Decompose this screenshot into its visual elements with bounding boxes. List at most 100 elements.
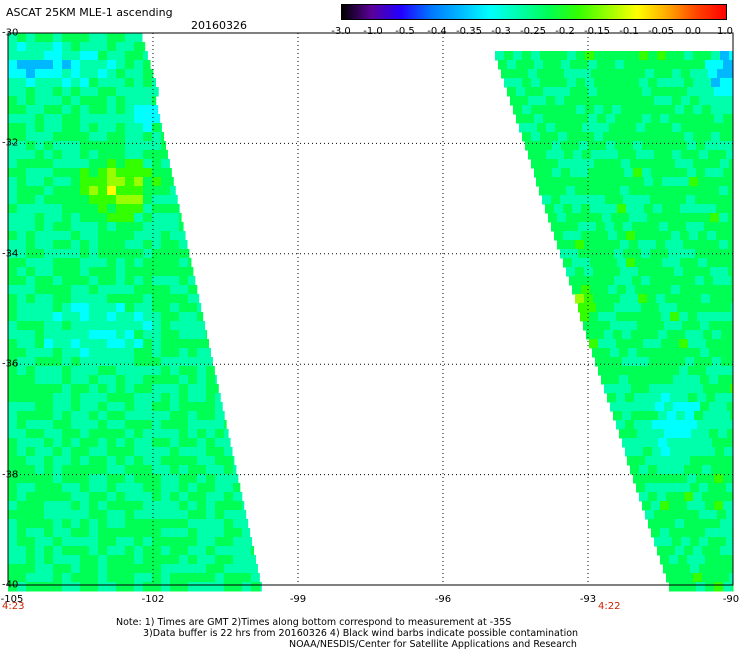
swath-cell [80,195,90,205]
swath-cell [640,438,650,448]
swath-cell [89,276,99,286]
swath-cell [546,150,556,160]
swath-cell [161,420,171,430]
swath-cell [62,483,72,493]
swath-cell [107,366,117,376]
swath-cell [564,96,574,106]
swath-cell [722,303,732,313]
swath-cell [152,393,162,403]
swath-cell [696,60,706,70]
swath-cell [684,132,694,142]
swath-cell [134,366,144,376]
swath-cell [613,384,623,394]
colorbar-tick-label: -0.5 [395,26,415,37]
swath-cell [107,429,117,439]
swath-cell [44,222,54,232]
swath-cell [699,456,709,466]
swath-cell [188,546,198,556]
swath-cell [179,411,189,421]
swath-cell [170,267,180,277]
swath-cell [125,42,135,52]
swath-cell [705,582,715,592]
swath-cell [613,411,623,421]
swath-cell [649,438,659,448]
swath-cell [17,348,27,358]
swath-cell [152,213,162,223]
swath-cell [152,96,157,106]
swath-cell [605,303,615,313]
swath-cell [170,474,180,484]
swath-cell [188,357,198,367]
swath-cell [26,303,36,313]
swath-cell [179,222,184,232]
swath-cell [549,51,559,61]
swath-cell [35,312,45,322]
swath-cell [26,51,36,61]
swath-cell [702,492,712,502]
swath-cell [134,33,143,43]
swath-cell [705,528,715,538]
swath-cell [657,105,667,115]
swath-cell [206,573,216,583]
swath-cell [8,582,18,592]
swath-cell [585,159,595,169]
swath-cell [143,195,153,205]
swath-cell [161,267,171,277]
swath-cell [170,321,180,331]
swath-cell [107,546,117,556]
swath-cell [71,555,81,565]
swath-cell [170,348,180,358]
swath-cell [35,213,45,223]
swath-cell [179,312,189,322]
swath-cell [581,231,591,241]
swath-cell [688,339,698,349]
swath-cell [224,483,234,493]
swath-cell [729,573,734,583]
swath-cell [610,348,620,358]
swath-cell [143,105,153,115]
swath-cell [116,537,126,547]
swath-cell [134,537,144,547]
swath-cell [652,447,662,457]
swath-cell [704,276,714,286]
swath-cell [44,69,54,79]
swath-cell [549,78,559,88]
swath-cell [605,195,615,205]
latitude-label: -38 [2,469,19,481]
swath-cell [125,411,135,421]
swath-cell [657,465,667,475]
swath-cell [17,537,27,547]
swath-cell [648,492,658,502]
swath-cell [642,60,652,70]
swath-cell [660,528,670,538]
swath-cell [570,87,580,97]
swath-cell [125,339,135,349]
swath-cell [717,564,727,574]
swath-cell [188,267,194,277]
swath-cell [596,276,606,286]
swath-cell [729,519,734,529]
colorbar-tick-label: -1.0 [363,26,383,37]
swath-cell [62,402,72,412]
swath-cell [188,447,198,457]
swath-cell [677,195,687,205]
swath-cell [8,222,18,232]
swath-cell [26,240,36,250]
swath-cell [728,186,734,196]
swath-cell [170,510,180,520]
swath-cell [188,402,198,412]
swath-cell [116,510,126,520]
swath-cell [26,294,36,304]
swath-cell [642,114,652,124]
swath-cell [98,276,108,286]
swath-cell [569,222,579,232]
swath-cell [699,150,709,160]
swath-cell [660,114,670,124]
swath-cell [89,60,99,70]
swath-cell [89,528,99,538]
swath-cell [17,123,27,133]
swath-cell [596,195,606,205]
swath-cell [597,168,607,178]
swath-cell [251,555,256,565]
swath-cell [170,366,180,376]
